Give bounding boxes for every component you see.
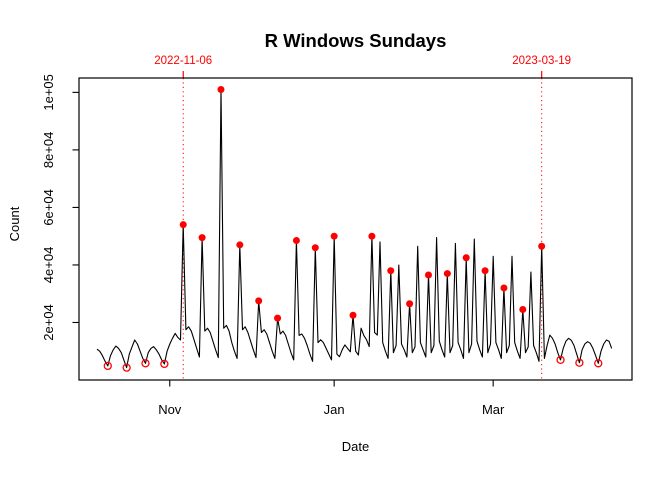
y-tick-label: 6e+04 bbox=[41, 189, 56, 226]
sunday-peak-dot bbox=[236, 241, 244, 249]
y-tick-label: 8e+04 bbox=[41, 132, 56, 169]
x-tick-label: Jan bbox=[324, 402, 345, 417]
sunday-low-circle bbox=[594, 359, 603, 368]
sunday-peak-dot bbox=[198, 234, 206, 242]
sunday-peak-dot bbox=[292, 237, 300, 245]
sunday-peak-dot bbox=[274, 314, 282, 322]
sunday-peak-dot bbox=[406, 300, 414, 308]
sunday-peak-dot bbox=[443, 270, 451, 278]
sunday-peak-dot bbox=[538, 242, 546, 250]
sunday-peak-dot bbox=[519, 306, 527, 314]
event-vline-label: 2023-03-19 bbox=[512, 55, 571, 67]
y-tick-label: 4e+04 bbox=[41, 247, 56, 284]
sunday-peak-dot bbox=[255, 297, 263, 305]
sunday-low-circle bbox=[160, 359, 169, 369]
sunday-peak-dot bbox=[217, 86, 225, 94]
sunday-low-circle bbox=[575, 358, 584, 367]
x-tick-label: Mar bbox=[482, 402, 505, 417]
sunday-peak-dot bbox=[424, 271, 432, 279]
sunday-peak-dot bbox=[481, 267, 489, 275]
x-tick-label: Nov bbox=[158, 402, 182, 417]
sunday-low-circle bbox=[556, 355, 565, 365]
x-axis-label: Date bbox=[341, 439, 370, 454]
sunday-peak-dot bbox=[462, 254, 470, 262]
event-vline-label: 2022-11-06 bbox=[154, 55, 212, 67]
chart-title: R Windows Sundays bbox=[264, 30, 447, 51]
plot-box bbox=[78, 77, 633, 381]
y-tick-label: 2e+04 bbox=[41, 304, 56, 341]
sunday-low-circle bbox=[103, 361, 112, 371]
sunday-low-circle bbox=[141, 359, 150, 368]
sunday-peak-dot bbox=[500, 284, 508, 292]
sunday-peak-dot bbox=[368, 232, 376, 240]
y-tick-label: 1e+05 bbox=[41, 74, 56, 111]
sunday-peak-dot bbox=[179, 221, 187, 229]
sunday-peak-dot bbox=[330, 232, 338, 240]
sunday-peak-dot bbox=[387, 267, 395, 275]
sunday-peak-dot bbox=[349, 311, 357, 319]
sunday-peak-dot bbox=[311, 244, 319, 252]
y-axis-label: Count bbox=[7, 206, 22, 242]
series-line bbox=[96, 88, 613, 369]
sunday-low-circle bbox=[122, 363, 131, 372]
